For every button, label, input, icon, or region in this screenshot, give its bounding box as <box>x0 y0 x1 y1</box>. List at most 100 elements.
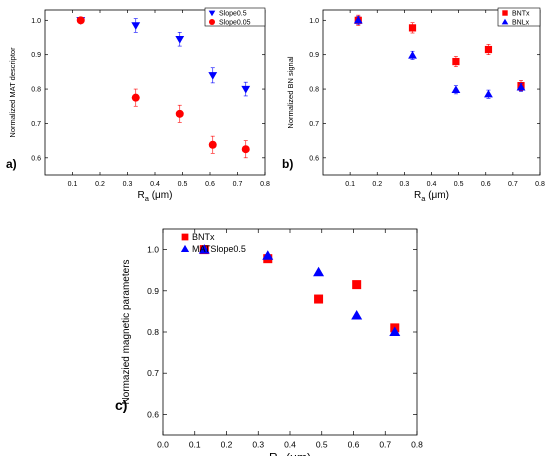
data-point <box>484 89 493 98</box>
data-point <box>351 310 363 320</box>
x-axis-label-sub: a <box>421 194 426 203</box>
y-tick-label: 0.9 <box>309 52 319 59</box>
plot-frame <box>44 9 266 176</box>
x-axis-label-main: R <box>269 451 278 456</box>
data-point <box>313 266 325 277</box>
x-tick-label: 0.5 <box>316 440 328 450</box>
x-axis-label-unit: (μm) <box>283 451 311 456</box>
data-point <box>484 45 493 54</box>
y-axis-label: Normalized BN signal <box>286 56 295 128</box>
x-tick-label: 0.7 <box>233 181 243 188</box>
x-axis-label-unit: (μm) <box>149 190 173 201</box>
x-axis-label: Ra (μm) <box>138 190 173 203</box>
x-tick-label: 0.4 <box>427 181 437 188</box>
y-tick-label: 0.9 <box>31 52 41 59</box>
x-tick-label: 0.6 <box>205 181 215 188</box>
data-point <box>175 109 184 118</box>
x-tick-label: 0.2 <box>95 181 105 188</box>
legend-marker <box>180 244 190 252</box>
panel-label: a) <box>6 157 17 171</box>
legend-entry: Slope0.5 <box>219 10 247 17</box>
x-tick-label: 0.7 <box>508 181 518 188</box>
y-axis-label: Normazied magnetic parameters <box>121 259 132 404</box>
data-point <box>314 294 324 304</box>
x-tick-label: 0.3 <box>400 181 410 188</box>
x-tick-label: 0.5 <box>454 181 464 188</box>
x-tick-label: 0.8 <box>260 181 270 188</box>
x-tick-label: 0.7 <box>379 440 391 450</box>
y-tick-label: 1.0 <box>147 245 159 255</box>
y-tick-label: 0.7 <box>309 121 319 128</box>
series-Slope0.05 <box>76 16 250 159</box>
series-MATSlope0.5 <box>198 244 401 336</box>
plot-frame <box>322 9 541 176</box>
y-tick-label: 0.9 <box>147 286 159 296</box>
data-point <box>208 72 218 80</box>
series-Slope0.5 <box>76 17 251 97</box>
legend-marker <box>181 233 189 241</box>
y-axis-label: Normalized MAT descriptor <box>8 47 17 138</box>
data-point <box>352 280 362 290</box>
legend-entry: MATSlope0.5 <box>192 244 246 254</box>
legend: BNTx MATSlope0.5 <box>180 232 246 254</box>
series-BNLx <box>353 15 526 99</box>
legend-entry: Slope0.05 <box>219 19 251 26</box>
legend-marker <box>502 10 508 16</box>
data-point <box>452 57 460 66</box>
chart-panel-a: 0.1 0.2 0.3 0.4 0.5 0.6 0.7 0.8 0.6 0.7 0.8 0.9 1.0 N… <box>6 7 270 203</box>
legend-box <box>204 7 266 27</box>
x-tick-label: 0.6 <box>348 440 360 450</box>
x-tick-label: 0.2 <box>372 181 382 188</box>
legend-entry: BNTx <box>192 232 215 242</box>
chart-panel-c: 0.0 0.1 0.2 0.3 0.4 0.5 0.6 0.7 0.8 0.6 0.7 0.8 0.9 1… <box>115 228 423 456</box>
legend-marker <box>501 18 509 25</box>
x-tick-label: 0.8 <box>535 181 545 188</box>
legend: BNTx BNLx <box>497 7 541 27</box>
x-axis-label-main: R <box>138 190 145 201</box>
data-point <box>208 140 217 149</box>
data-point <box>389 326 401 336</box>
data-point <box>76 16 85 25</box>
legend-box <box>497 7 541 27</box>
x-axis-label-unit: (μm) <box>425 190 449 201</box>
x-tick-label: 0.3 <box>123 181 133 188</box>
y-tick-label: 0.6 <box>31 155 41 162</box>
data-point <box>451 85 461 93</box>
x-axis-label-main: R <box>414 190 421 201</box>
x-axis-label: Ra (μm) <box>269 451 311 456</box>
legend-marker <box>209 19 215 25</box>
x-tick-label: 0.4 <box>150 181 160 188</box>
data-point <box>241 145 250 154</box>
x-tick-label: 0.8 <box>411 440 423 450</box>
x-tick-label: 0.6 <box>481 181 491 188</box>
x-tick-label: 0.2 <box>221 440 233 450</box>
plot-frame <box>162 228 418 436</box>
data-point <box>241 85 251 94</box>
legend: Slope0.5 Slope0.05 <box>204 7 266 27</box>
y-tick-label: 1.0 <box>31 18 41 25</box>
x-tick-label: 0.4 <box>284 440 296 450</box>
panel-label: b) <box>282 157 293 171</box>
data-point <box>408 50 417 59</box>
y-tick-label: 0.7 <box>31 121 41 128</box>
series-BNTx <box>354 14 525 92</box>
legend-entry: BNTx <box>512 10 530 17</box>
data-point <box>408 24 417 32</box>
y-tick-label: 0.6 <box>147 409 159 419</box>
x-tick-label: 0.1 <box>189 440 201 450</box>
data-point <box>175 36 185 44</box>
data-point <box>353 15 363 24</box>
data-point <box>262 250 274 260</box>
legend-marker <box>208 10 216 17</box>
x-tick-label: 0.1 <box>345 181 355 188</box>
x-tick-label: 0.5 <box>178 181 188 188</box>
data-point <box>198 244 210 254</box>
x-tick-label: 0.3 <box>252 440 264 450</box>
data-point <box>131 93 140 102</box>
x-axis-label-sub: a <box>145 194 150 203</box>
x-axis-label: Ra (μm) <box>414 190 449 203</box>
data-point <box>131 22 141 30</box>
data-point <box>516 82 526 91</box>
panel-label: c) <box>115 397 127 413</box>
